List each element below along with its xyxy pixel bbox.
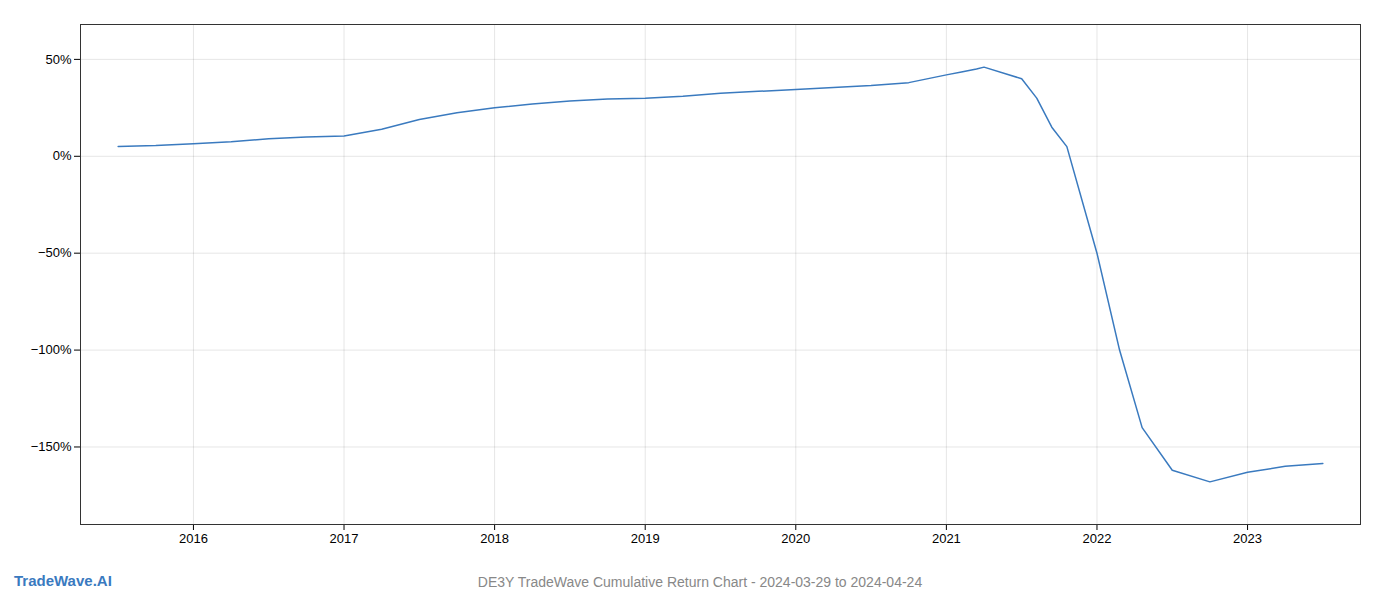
svg-text:−150%: −150%: [31, 439, 72, 454]
svg-text:2023: 2023: [1233, 531, 1262, 546]
svg-text:2020: 2020: [781, 531, 810, 546]
svg-text:2022: 2022: [1083, 531, 1112, 546]
html-text:TradeWave.AI: TradeWave.AI: [14, 572, 112, 589]
svg-text:2021: 2021: [932, 531, 961, 546]
svg-text:2019: 2019: [631, 531, 660, 546]
svg-text:−50%: −50%: [38, 245, 72, 260]
svg-text:2018: 2018: [480, 531, 509, 546]
svg-text:2017: 2017: [330, 531, 359, 546]
svg-text:2016: 2016: [179, 531, 208, 546]
svg-text:50%: 50%: [45, 52, 71, 67]
svg-text:−100%: −100%: [31, 342, 72, 357]
html-text:DE3Y TradeWave Cumulative Retu: DE3Y TradeWave Cumulative Return Chart -…: [477, 574, 923, 590]
svg-text:0%: 0%: [53, 148, 72, 163]
